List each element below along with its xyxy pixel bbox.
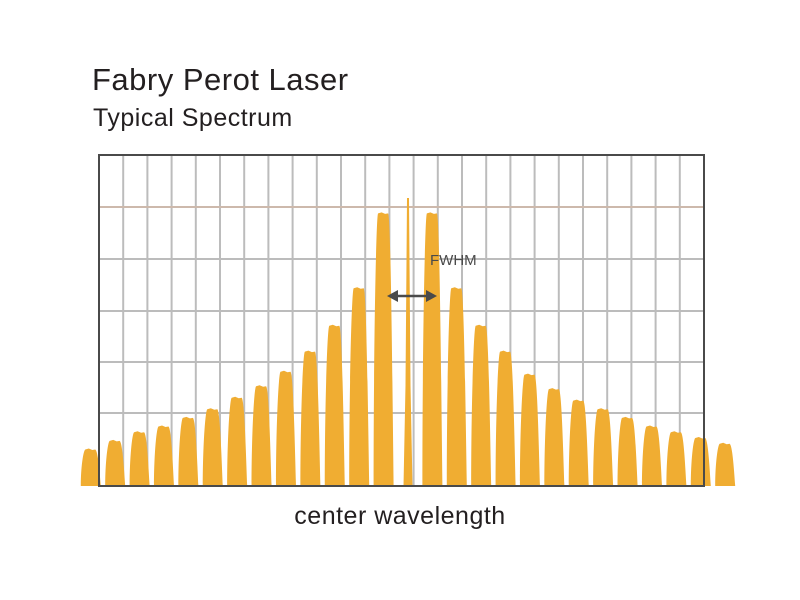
spectrum-peak bbox=[80, 448, 101, 486]
x-axis-label: center wavelength bbox=[294, 502, 506, 530]
spectrum-peak bbox=[227, 396, 248, 486]
plot-frame bbox=[98, 154, 705, 487]
fwhm-label: FWHM bbox=[430, 252, 477, 269]
spectrum-peak bbox=[202, 408, 223, 486]
fwhm-arrowhead-right bbox=[426, 290, 437, 302]
spectrum-peak bbox=[690, 437, 711, 486]
spectrum-peak bbox=[129, 431, 150, 486]
spectrum-peak bbox=[471, 324, 492, 486]
spectrum-peak bbox=[666, 431, 687, 486]
chart-title: Fabry Perot Laser bbox=[92, 62, 349, 97]
spectrum-peak bbox=[422, 212, 443, 486]
spectrum-peak bbox=[300, 350, 321, 486]
spectrum-peak bbox=[617, 416, 638, 486]
spectrum-peak bbox=[373, 212, 394, 486]
spectrum-peak bbox=[446, 287, 467, 486]
spectrum-peak bbox=[178, 416, 199, 486]
spectrum-peak-center bbox=[403, 198, 413, 486]
fwhm-annotation: FWHM bbox=[387, 252, 477, 302]
spectrum-peak bbox=[544, 388, 565, 486]
spectrum-peak bbox=[276, 370, 296, 486]
spectrum-peak bbox=[568, 399, 589, 486]
spectrum-peak bbox=[324, 324, 345, 486]
spectrum-peak bbox=[251, 385, 272, 486]
spectrum-peak bbox=[593, 408, 614, 486]
spectrum-peak bbox=[154, 425, 174, 486]
spectrum-peaks bbox=[80, 198, 736, 486]
fwhm-arrowhead-left bbox=[387, 290, 398, 302]
spectrum-peak bbox=[349, 287, 370, 486]
spectrum-peak bbox=[495, 350, 516, 486]
chart-subtitle: Typical Spectrum bbox=[93, 104, 293, 132]
spectrum-peak bbox=[105, 439, 126, 486]
spectrum-peak bbox=[520, 373, 540, 486]
spectrum-peak bbox=[642, 425, 662, 486]
spectrum-peak bbox=[715, 442, 736, 486]
